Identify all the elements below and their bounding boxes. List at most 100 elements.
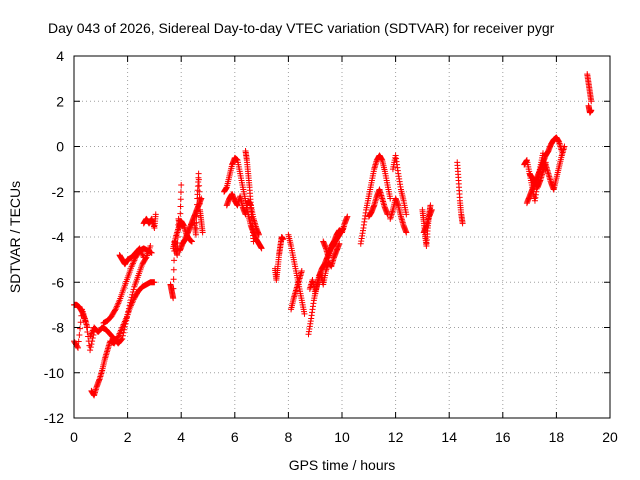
data-point (128, 294, 135, 301)
data-point (88, 341, 95, 348)
data-point (196, 188, 203, 195)
x-tick-label: 4 (177, 429, 185, 445)
data-point (75, 344, 82, 351)
data-point (126, 302, 133, 309)
x-tick-labels: 0 2 4 6 8 10 12 14 16 18 20 (70, 429, 618, 445)
x-tick-label: 20 (602, 429, 618, 445)
x-tick-label: 0 (70, 429, 78, 445)
data-point (193, 213, 200, 220)
data-points (71, 71, 595, 399)
chart-title: Day 043 of 2026, Sidereal Day-to-day VTE… (48, 20, 555, 36)
data-point (192, 231, 199, 238)
data-point (255, 231, 262, 238)
data-point (250, 238, 257, 245)
data-point (170, 276, 177, 283)
y-tick-labels: -12 -10 -8 -6 -4 -2 0 2 4 (44, 48, 64, 426)
x-tick-label: 16 (495, 429, 511, 445)
data-point (195, 170, 202, 177)
data-point (148, 249, 155, 256)
data-point (196, 194, 203, 201)
x-tick-label: 18 (549, 429, 565, 445)
data-point (428, 206, 435, 213)
data-point (124, 311, 131, 318)
y-tick-label: -8 (52, 320, 65, 336)
data-point (87, 347, 94, 354)
data-point (196, 200, 203, 207)
axis-ticks (73, 55, 611, 419)
x-tick-label: 10 (334, 429, 350, 445)
data-point (459, 220, 466, 227)
data-point (177, 203, 184, 210)
data-point (127, 299, 134, 306)
data-point (280, 236, 287, 243)
data-point (174, 252, 181, 259)
data-point (77, 325, 84, 332)
x-tick-label: 12 (388, 429, 404, 445)
data-point (193, 225, 200, 232)
data-point (298, 267, 305, 274)
x-tick-label: 2 (124, 429, 132, 445)
x-tick-label: 14 (441, 429, 457, 445)
y-tick-label: 4 (56, 48, 64, 64)
data-point (118, 336, 125, 343)
data-point (258, 245, 265, 252)
data-point (561, 143, 568, 150)
data-point (125, 305, 132, 312)
data-point (140, 254, 147, 261)
data-point (76, 332, 83, 339)
y-axis-label: SDTVAR / TECUs (7, 181, 23, 293)
y-tick-label: -2 (52, 184, 65, 200)
data-point (336, 240, 343, 247)
data-point (130, 286, 137, 293)
data-point (301, 310, 308, 317)
data-point (193, 219, 200, 226)
data-point (121, 323, 128, 330)
data-point (170, 295, 177, 302)
y-tick-label: -4 (52, 229, 65, 245)
data-point (171, 257, 178, 264)
data-point (121, 326, 128, 333)
data-point (344, 213, 351, 220)
data-point (119, 335, 126, 342)
data-point (177, 196, 184, 203)
data-point (84, 324, 91, 331)
data-point (87, 344, 94, 351)
data-point (147, 243, 154, 250)
data-point (123, 314, 130, 321)
data-point (588, 107, 595, 114)
data-point (588, 98, 595, 105)
data-point (74, 343, 81, 350)
y-tick-label: -10 (44, 365, 64, 381)
data-point (129, 291, 136, 298)
y-tick-label: -6 (52, 274, 65, 290)
data-point (120, 329, 127, 336)
data-point (195, 176, 202, 183)
data-point (170, 266, 177, 273)
x-tick-label: 6 (231, 429, 239, 445)
data-point (196, 182, 203, 189)
y-tick-label: 0 (56, 139, 64, 155)
data-point (178, 181, 185, 188)
data-point (151, 279, 158, 286)
grid-lines (74, 56, 610, 418)
data-point (542, 159, 549, 166)
data-point (75, 338, 82, 345)
data-point (152, 211, 159, 218)
data-point (111, 307, 118, 314)
data-point (403, 229, 410, 236)
data-point (427, 202, 434, 209)
data-point (125, 308, 132, 315)
x-tick-label: 8 (285, 429, 293, 445)
data-point (77, 319, 84, 326)
data-point (188, 238, 195, 245)
y-tick-label: -12 (44, 410, 64, 426)
data-point (387, 195, 394, 202)
data-point (129, 289, 136, 296)
data-point (193, 207, 200, 214)
data-point (119, 332, 126, 339)
data-point (170, 285, 177, 292)
data-point (177, 189, 184, 196)
data-point (177, 210, 184, 217)
data-point (123, 317, 130, 324)
